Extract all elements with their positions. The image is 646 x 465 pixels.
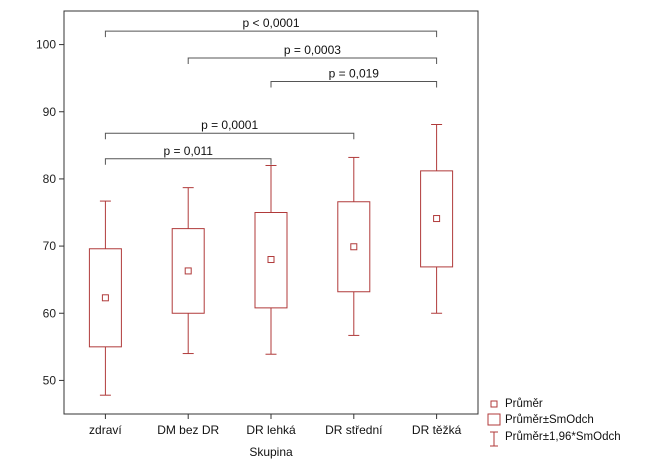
x-tick-label: zdraví <box>89 423 122 437</box>
mean-marker <box>433 215 441 223</box>
y-tick-label: 90 <box>43 105 57 119</box>
p-value-label: p = 0,0003 <box>284 43 341 57</box>
significance-bracket: p = 0,0001 <box>104 118 355 140</box>
x-tick-label: DR střední <box>325 423 383 437</box>
p-value-label: p < 0,0001 <box>242 16 299 30</box>
x-tick-label: DR lehká <box>246 423 296 437</box>
sd-box <box>420 170 454 268</box>
legend-entry-label: Průměr±SmOdch <box>505 414 594 426</box>
box-series <box>88 124 454 396</box>
y-axis: 50 60 70 80 90 100 <box>36 38 64 387</box>
mean-marker <box>184 267 192 275</box>
significance-bracket: p < 0,0001 <box>104 16 438 38</box>
x-axis: zdraví DM bez DR DR lehká DR střední DR těžk… <box>89 414 462 437</box>
y-tick-label: 80 <box>43 172 57 186</box>
bracket-line <box>187 57 438 65</box>
legend-mean-symbol <box>490 400 498 408</box>
y-tick-label: 100 <box>36 38 56 52</box>
bracket-line <box>104 132 355 140</box>
p-value-label: p = 0,011 <box>163 144 213 158</box>
legend-box-symbol <box>487 413 501 426</box>
sd-box <box>254 212 288 309</box>
mean-marker <box>101 294 109 302</box>
x-tick-label: DM bez DR <box>157 423 219 437</box>
significance-brackets: p < 0,0001 p = 0,0003 p = 0,019 p = 0,0001 p… <box>104 16 438 165</box>
y-tick-label: 60 <box>43 306 57 320</box>
bracket-line <box>270 81 438 88</box>
y-tick-label: 50 <box>43 373 57 387</box>
mean-marker <box>350 243 358 251</box>
legend-entry-label: Průměr±1,96*SmOdch <box>505 431 621 443</box>
box-group <box>171 187 205 355</box>
significance-bracket: p = 0,019 <box>270 67 438 88</box>
mean-marker <box>267 256 275 264</box>
legend-entry-label: Průměr <box>505 398 543 410</box>
p-value-label: p = 0,0001 <box>201 118 258 132</box>
bracket-line <box>104 158 272 165</box>
significance-bracket: p = 0,011 <box>104 144 272 165</box>
significance-bracket: p = 0,0003 <box>187 43 438 65</box>
y-tick-label: 70 <box>43 239 57 253</box>
legend: Průměr Průměr±SmOdch Průměr±1,96*SmOdch <box>487 398 621 447</box>
box-group <box>337 156 371 336</box>
bracket-line <box>104 30 438 38</box>
x-tick-label: DR těžká <box>412 423 462 437</box>
sd-box <box>337 201 371 293</box>
box-group <box>254 164 288 355</box>
sd-box <box>88 248 122 348</box>
p-value-label: p = 0,019 <box>329 67 380 81</box>
box-group <box>88 200 122 396</box>
sd-box <box>171 228 205 314</box>
box-group <box>420 124 454 314</box>
x-axis-label: Skupina <box>249 445 293 459</box>
